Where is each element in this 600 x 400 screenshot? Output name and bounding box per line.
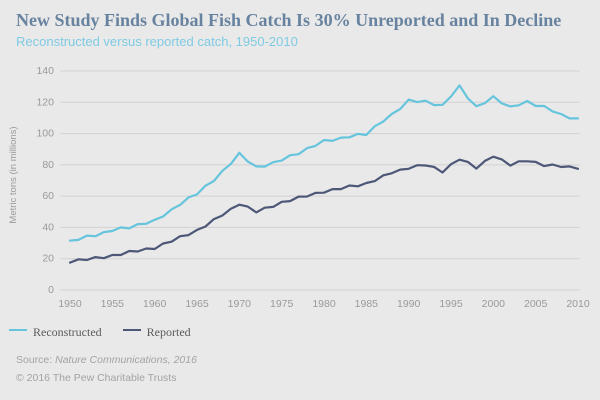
svg-text:80: 80 xyxy=(42,159,54,171)
svg-text:0: 0 xyxy=(48,284,54,296)
svg-text:2000: 2000 xyxy=(482,298,506,310)
svg-text:1970: 1970 xyxy=(228,298,252,310)
svg-text:120: 120 xyxy=(36,96,54,108)
svg-text:100: 100 xyxy=(36,128,54,140)
svg-text:1975: 1975 xyxy=(270,298,294,310)
svg-text:20: 20 xyxy=(42,253,54,265)
svg-text:1980: 1980 xyxy=(312,298,336,310)
svg-text:1985: 1985 xyxy=(355,298,379,310)
svg-text:40: 40 xyxy=(42,221,54,233)
svg-text:1950: 1950 xyxy=(58,298,82,310)
svg-text:1965: 1965 xyxy=(185,298,209,310)
svg-text:2010: 2010 xyxy=(566,298,590,310)
svg-text:60: 60 xyxy=(42,190,54,202)
svg-text:1960: 1960 xyxy=(143,298,167,310)
svg-text:1990: 1990 xyxy=(397,298,421,310)
svg-text:1995: 1995 xyxy=(439,298,463,310)
svg-text:2005: 2005 xyxy=(524,298,548,310)
svg-text:140: 140 xyxy=(36,65,54,77)
svg-text:1955: 1955 xyxy=(101,298,125,310)
